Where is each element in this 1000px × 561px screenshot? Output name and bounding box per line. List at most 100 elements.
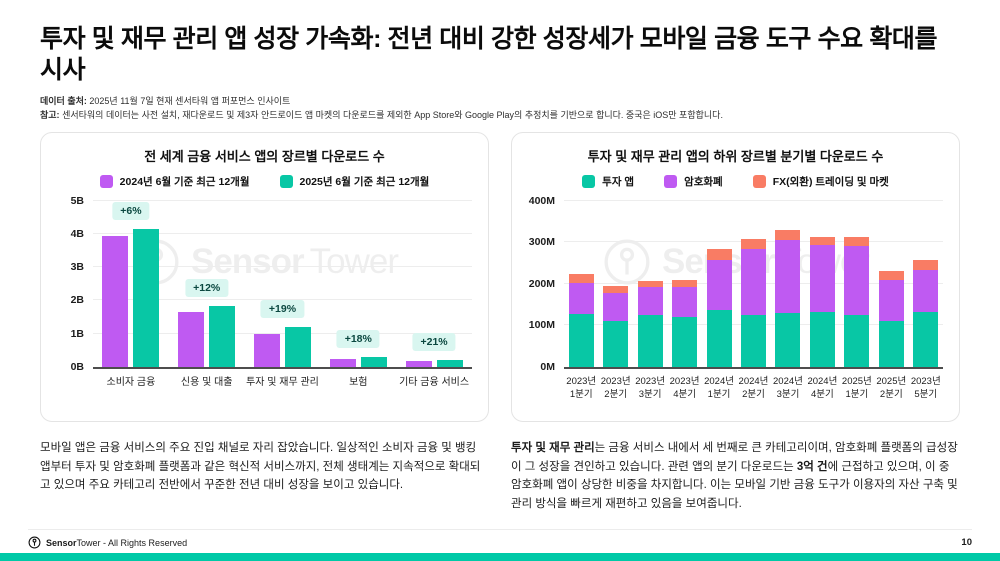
bar-segment (740, 239, 766, 250)
bar-segment (672, 286, 698, 318)
stacked-bar (637, 280, 663, 367)
chart-title-right: 투자 및 재무 관리 앱의 하위 장르별 분기별 다운로드 수 (587, 148, 884, 164)
bar-segment (706, 310, 732, 367)
y-tick-label: 5B (70, 194, 84, 207)
stacked-bar (740, 239, 766, 367)
bar-segment (809, 311, 835, 367)
bar-segment (775, 240, 801, 314)
x-tick-label: 2024년 1분기 (704, 375, 734, 400)
data-source-note: 데이터 출처: 2025년 11월 7일 현재 센서타워 앱 퍼포먼스 인사이트… (40, 95, 960, 123)
x-tick-label: 보험 (349, 376, 368, 388)
insights-row: 모바일 앱은 금융 서비스의 주요 진입 채널로 자리 잡았습니다. 일상적인 … (0, 422, 1000, 514)
y-tick-label: 0B (70, 360, 84, 373)
legend-item: FX(외환) 트레이딩 및 마켓 (752, 174, 889, 189)
gridline (93, 299, 472, 301)
bar-segment (740, 315, 766, 367)
x-tick-label: 2023년 5분기 (910, 375, 941, 400)
legend-label: 2024년 6월 기준 최근 12개월 (119, 175, 250, 188)
x-axis-labels-left: 소비자 금융 신용 및 대출 투자 및 재무 관리 보험 기타 금융 서비스 (93, 376, 472, 390)
bar (133, 229, 160, 367)
note-text: 센서타워의 데이터는 사전 설치, 재다운로드 및 제3자 안드로이드 앱 마켓… (59, 109, 723, 120)
legend-label: 투자 앱 (602, 175, 635, 188)
stacked-bar (706, 249, 732, 367)
stacked-bar (844, 236, 870, 367)
bar (284, 327, 311, 367)
bar-segment (568, 282, 594, 314)
bar-segment (706, 249, 732, 261)
bar-group (568, 274, 594, 367)
chart-legend-left: 2024년 6월 기준 최근 12개월 2025년 6월 기준 최근 12개월 (57, 174, 472, 189)
chart-title-left: 전 세계 금융 서비스 앱의 장르별 다운로드 수 (144, 148, 385, 164)
y-tick-label: 0M (540, 360, 555, 373)
bar-segment (603, 293, 629, 322)
x-tick-label: 소비자 금융 (106, 376, 156, 388)
bar-segment (775, 229, 801, 241)
bar-segment (913, 259, 939, 270)
bar-group (637, 280, 663, 367)
bar-segment (844, 245, 870, 316)
x-tick-label: 2023년 1분기 (566, 375, 597, 400)
bar (178, 312, 205, 367)
y-tick-label: 4B (70, 228, 84, 241)
stacked-bar (878, 270, 904, 367)
x-tick-label: 신용 및 대출 (180, 376, 233, 388)
bar-segment (878, 270, 904, 281)
bar-segment (913, 269, 939, 312)
x-tick-label: 2024년 2분기 (738, 375, 769, 400)
legend-swatch-icon (664, 174, 678, 188)
bar-segment (775, 313, 801, 367)
source-text: 2025년 11월 7일 현재 센서타워 앱 퍼포먼스 인사이트 (86, 96, 291, 106)
bar-segment (672, 280, 698, 287)
y-tick-label: 200M (528, 277, 555, 290)
bar-group (913, 259, 939, 367)
bar-group (809, 236, 835, 367)
bar-segment (844, 315, 870, 367)
growth-badge: +6% (112, 202, 150, 221)
x-tick-label: 2024년 4분기 (807, 375, 838, 400)
bar-segment (603, 321, 629, 367)
y-tick-label: 400M (528, 194, 555, 207)
legend-item: 투자 앱 (582, 174, 634, 189)
x-axis-labels-right: 2023년 1분기 2023년 2분기 2023년 3분기 2023년 4분기 2024년 1분기… (564, 376, 943, 402)
footer-brand: SensorTower - All Rights Reserved (28, 536, 187, 549)
bar-group (672, 280, 698, 367)
plot-area-right (564, 199, 943, 369)
legend-label: 2025년 6월 기준 최근 12개월 (299, 175, 430, 188)
x-tick-label: 기타 금융 서비스 (399, 376, 470, 388)
chart-body-right: 0M 100M 200M 300M 400M 2023년 1분기 2023년 2분기 2023년… (528, 195, 943, 402)
chart-body-left: 0B 1B 2B 3B 4B 5B +6% +12% +19% +18% +21% 소비자 금융 신… (57, 195, 472, 390)
bar (329, 358, 356, 367)
insight-text: 는 금융 서비스 내에서 세 번째로 큰 카테고리이며, 암호화폐 플랫폼의 급… (511, 441, 958, 473)
legend-swatch-icon (99, 174, 113, 188)
growth-badge: +21% (412, 332, 456, 351)
growth-badge: +18% (336, 329, 380, 348)
bar-segment (637, 315, 663, 367)
note-label: 참고: (40, 109, 60, 120)
x-tick-label: 투자 및 재무 관리 (246, 376, 319, 388)
x-tick-label: 2023년 4분기 (669, 375, 700, 400)
bar-group: +12% (178, 278, 236, 367)
plot-area-left: +6% +12% +19% +18% +21% (93, 199, 472, 369)
sensor-tower-logo-icon (28, 536, 41, 549)
bar-group: +18% (329, 329, 387, 367)
legend-swatch-icon (582, 174, 596, 188)
gridline (93, 332, 472, 334)
legend-item: 2024년 6월 기준 최근 12개월 (99, 174, 250, 189)
page-title: 투자 및 재무 관리 앱 성장 가속화: 전년 대비 강한 성장세가 모바일 금… (40, 25, 938, 84)
legend-item: 암호화폐 (664, 174, 723, 189)
y-tick-label: 2B (70, 294, 84, 307)
bar-segment (603, 286, 629, 294)
source-label: 데이터 출처: (40, 96, 87, 106)
page-number: 10 (961, 537, 972, 548)
x-tick-label: 2023년 3분기 (635, 375, 666, 400)
bar-group: +21% (405, 332, 463, 367)
bottom-accent-bar (0, 553, 1000, 561)
stacked-bar (568, 274, 594, 367)
x-tick-label: 2023년 2분기 (600, 375, 631, 400)
bar (102, 236, 129, 367)
stacked-bar (913, 259, 939, 367)
bar-segment (878, 280, 904, 321)
bar-segment (844, 236, 870, 246)
legend-item: 2025년 6월 기준 최근 12개월 (279, 174, 430, 189)
gridline (93, 266, 472, 268)
